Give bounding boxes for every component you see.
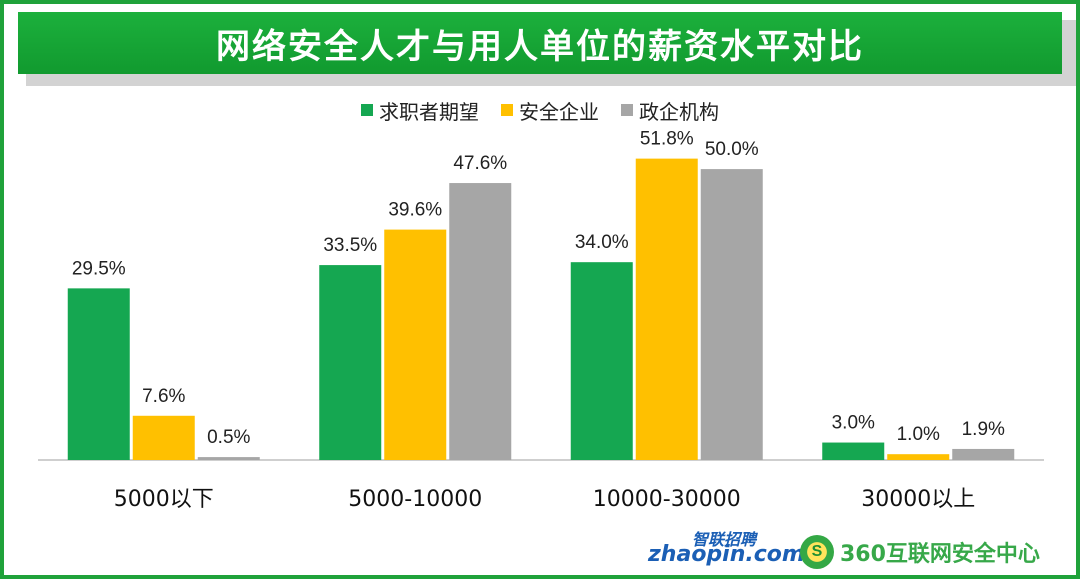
bar-2-1 <box>635 158 698 461</box>
legend-swatch-series-1 <box>501 104 513 116</box>
zhaopin-logo: 智联招聘 zhaopin.com <box>648 528 805 572</box>
legend-item-series-0: 求职者期望 <box>361 96 479 125</box>
legend-label-series-1: 安全企业 <box>519 99 599 124</box>
data-label-0-0: 29.5% <box>72 258 126 279</box>
title-bar: 网络安全人才与用人单位的薪资水平对比 <box>18 12 1062 74</box>
x-tick-label-1: 5000-10000 <box>348 487 482 512</box>
bar-1-2 <box>449 183 512 460</box>
bar-0-0 <box>67 288 130 460</box>
logo-360: S 360互联网安全中心 <box>800 532 1040 572</box>
legend-label-series-2: 政企机构 <box>639 99 719 124</box>
data-label-0-1: 7.6% <box>142 386 185 407</box>
bar-2-0 <box>570 262 633 460</box>
data-label-0-2: 0.5% <box>207 427 250 448</box>
shield-icon: S <box>800 535 834 569</box>
legend: 求职者期望 安全企业 政企机构 <box>0 96 1080 124</box>
bar-3-2 <box>952 448 1015 460</box>
bar-1-1 <box>384 229 447 460</box>
x-tick-label-3: 30000以上 <box>861 487 975 512</box>
zhaopin-logo-en: zhaopin.com <box>648 542 805 567</box>
legend-swatch-series-2 <box>621 104 633 116</box>
logo-360-text: 360互联网安全中心 <box>840 542 1040 567</box>
data-label-1-1: 39.6% <box>388 200 442 221</box>
legend-swatch-series-0 <box>361 104 373 116</box>
chart-title: 网络安全人才与用人单位的薪资水平对比 <box>216 26 864 67</box>
zhaopin-logo-cn: 智联招聘 <box>692 530 757 549</box>
bar-3-0 <box>822 442 885 460</box>
data-label-2-0: 34.0% <box>575 232 629 253</box>
data-label-2-2: 50.0% <box>705 139 759 160</box>
bar-1-0 <box>319 265 382 460</box>
x-tick-label-2: 10000-30000 <box>593 487 741 512</box>
x-tick-label-0: 5000以下 <box>114 487 214 512</box>
legend-label-series-0: 求职者期望 <box>379 99 479 124</box>
bar-2-2 <box>700 169 763 460</box>
bar-0-2 <box>197 457 260 460</box>
data-label-1-0: 33.5% <box>323 235 377 256</box>
bar-0-1 <box>132 415 195 460</box>
data-label-1-2: 47.6% <box>453 153 507 174</box>
bar-3-1 <box>887 454 950 460</box>
data-label-3-0: 3.0% <box>832 413 875 434</box>
data-label-3-2: 1.9% <box>962 419 1005 440</box>
legend-item-series-1: 安全企业 <box>501 96 599 125</box>
data-label-3-1: 1.0% <box>897 424 940 445</box>
legend-item-series-2: 政企机构 <box>621 96 719 125</box>
data-label-2-1: 51.8% <box>640 129 694 150</box>
